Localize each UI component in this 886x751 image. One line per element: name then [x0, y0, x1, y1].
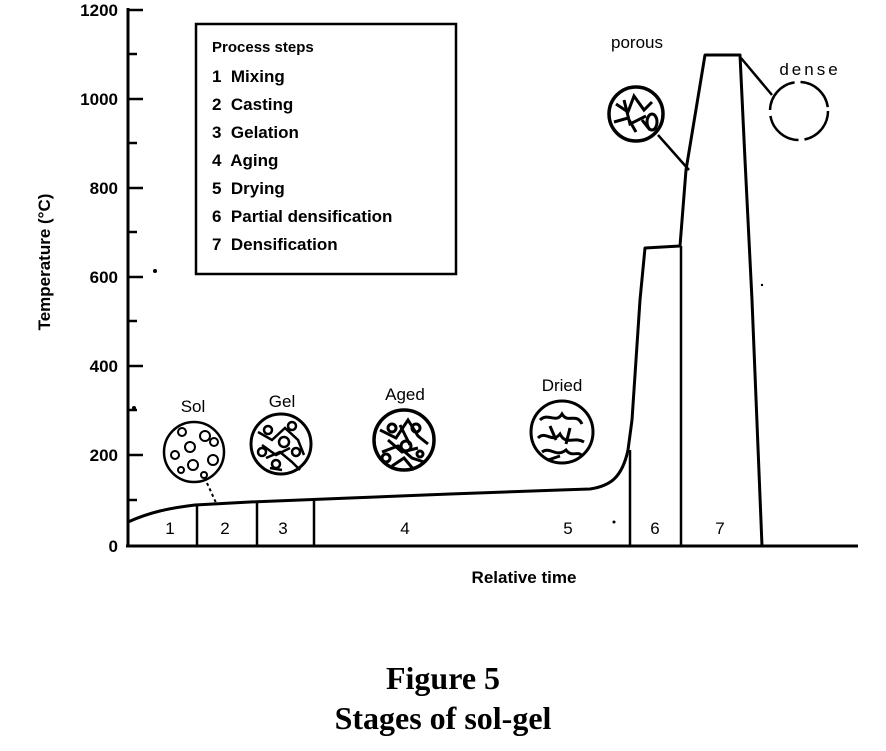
sol-illustration: Sol — [162, 397, 226, 506]
y-tick-labels: 1200 1000 800 600 400 200 0 — [80, 1, 118, 556]
legend-entry-5: 5 Drying — [212, 179, 285, 198]
annotation-aged: Aged — [385, 385, 425, 404]
figure-number: Figure 5 — [385, 660, 501, 696]
stage-label-2: 2 — [220, 519, 229, 538]
dense-illustration: dense — [740, 57, 840, 142]
figure-title: Stages of sol-gel — [334, 700, 552, 736]
legend-entry-4: 4 Aging — [212, 151, 278, 170]
x-axis-label: Relative time — [472, 568, 577, 587]
aged-illustration: Aged — [372, 385, 436, 472]
stage-label-4: 4 — [400, 519, 409, 538]
annotation-dense: dense — [779, 60, 840, 79]
legend: Process steps 1 Mixing 2 Casting 3 Gelat… — [194, 22, 458, 276]
legend-entry-3: 3 Gelation — [212, 123, 299, 142]
temperature-curve — [127, 53, 764, 547]
scan-specks — [132, 269, 764, 524]
legend-entry-2: 2 Casting — [212, 95, 293, 114]
stage-label-6: 6 — [650, 519, 659, 538]
stage-label-1: 1 — [165, 519, 174, 538]
ytick-800: 800 — [90, 179, 118, 198]
legend-title: Process steps — [212, 39, 314, 56]
ytick-600: 600 — [90, 268, 118, 287]
legend-entry-6: 6 Partial densification — [212, 207, 392, 226]
legend-entry-7: 7 Densification — [212, 235, 338, 254]
ytick-1200: 1200 — [80, 1, 118, 20]
annotation-porous: porous — [611, 33, 663, 52]
stage-label-7: 7 — [715, 519, 724, 538]
legend-entry-1: 1 Mixing — [212, 67, 285, 86]
y-axis-label: Temperature (°C) — [35, 194, 54, 331]
dried-illustration: Dried — [529, 376, 595, 465]
gel-illustration: Gel — [249, 392, 313, 476]
ytick-1000: 1000 — [80, 90, 118, 109]
annotation-dried: Dried — [542, 376, 583, 395]
ytick-200: 200 — [90, 446, 118, 465]
porous-illustration: porous — [607, 33, 690, 171]
ytick-400: 400 — [90, 357, 118, 376]
stage-label-3: 3 — [278, 519, 287, 538]
annotation-gel: Gel — [269, 392, 295, 411]
stage-labels: 1 2 3 4 5 6 7 — [165, 519, 724, 538]
sol-gel-chart: 1200 1000 800 600 400 200 0 Temperature … — [35, 1, 858, 587]
stage-label-5: 5 — [563, 519, 572, 538]
stage-dividers — [195, 246, 683, 546]
y-ticks — [128, 8, 143, 502]
ytick-0: 0 — [109, 537, 118, 556]
annotation-sol: Sol — [181, 397, 206, 416]
